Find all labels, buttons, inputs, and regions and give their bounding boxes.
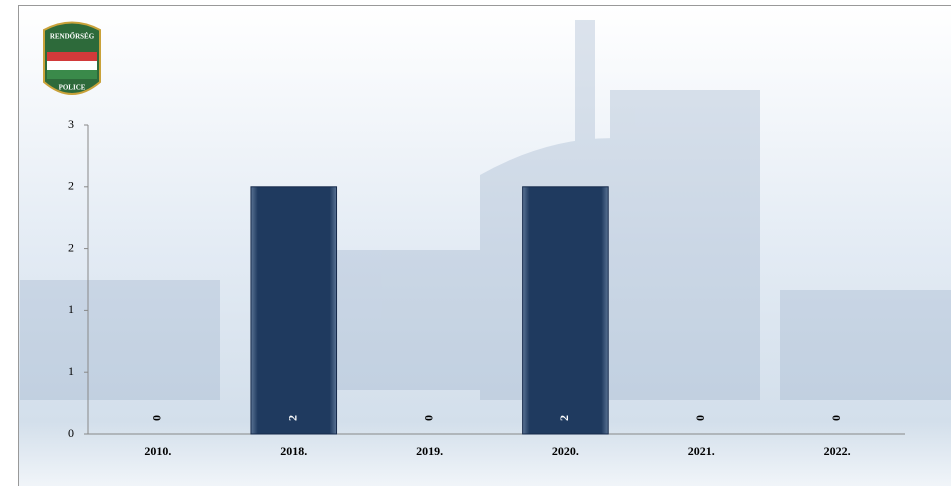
y-tick-label: 2 [68, 240, 74, 254]
frame [18, 5, 951, 486]
x-tick-label: 2010. [144, 444, 171, 458]
logo: RENDŐRSÉG POLICE [43, 21, 101, 95]
bar [250, 186, 338, 435]
y-tick-label: 3 [68, 117, 74, 131]
x-tick-label: 2018. [280, 444, 307, 458]
x-tick-label: 2020. [552, 444, 579, 458]
bar [522, 186, 609, 435]
data-label: 0 [829, 415, 843, 421]
y-tick-label: 1 [68, 364, 74, 378]
y-tick-label: 2 [68, 179, 74, 193]
data-label: 2 [286, 415, 300, 421]
data-label: 0 [693, 415, 707, 421]
data-label: 0 [150, 415, 164, 421]
x-tick-label: 2021. [688, 444, 715, 458]
logo-bottom-text: POLICE [59, 84, 86, 92]
y-tick-label: 1 [68, 302, 74, 316]
logo-top-text: RENDŐRSÉG [50, 33, 95, 41]
data-label: 0 [421, 415, 435, 421]
data-label: 2 [557, 415, 571, 421]
x-tick-label: 2022. [824, 444, 851, 458]
y-tick-label: 0 [68, 426, 74, 440]
x-tick-label: 2019. [416, 444, 443, 458]
